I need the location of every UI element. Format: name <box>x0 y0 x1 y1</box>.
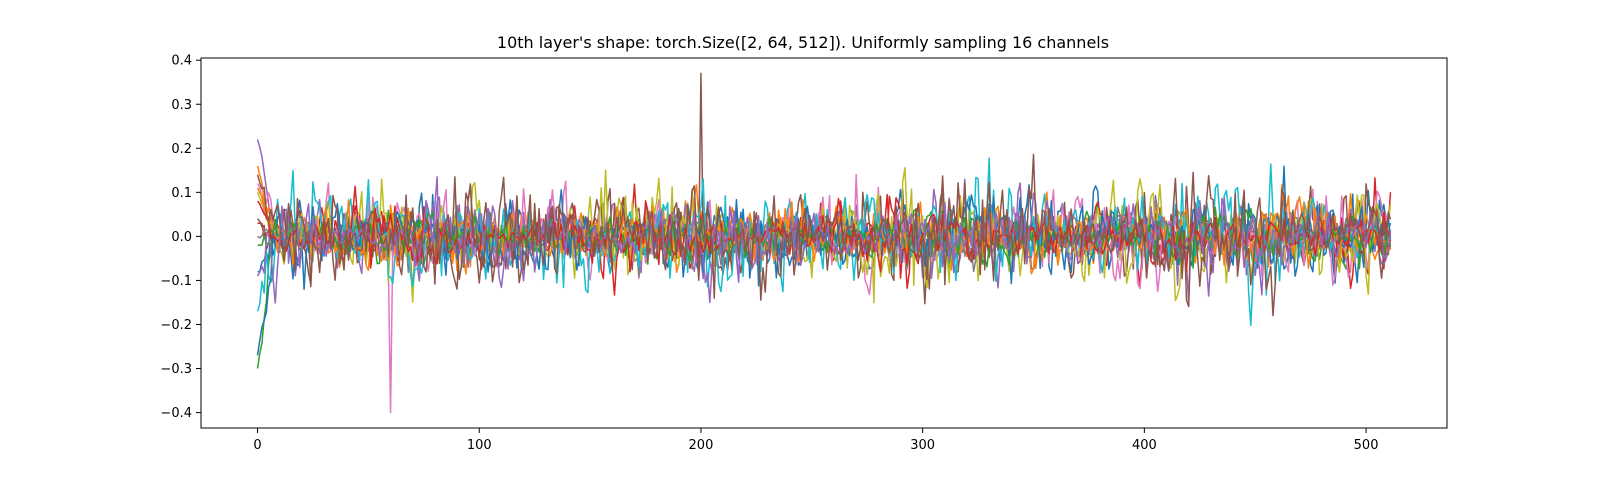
x-axis: 0 100 200 300 400 500 <box>253 428 1378 453</box>
y-tick-label: −0.1 <box>160 274 192 289</box>
y-tick-label: 0.3 <box>171 98 192 113</box>
y-tick-label: −0.4 <box>160 406 192 421</box>
y-tick-label: 0.2 <box>171 142 192 157</box>
axes-frame <box>200 57 1448 429</box>
x-tick-label: 100 <box>467 438 492 453</box>
chart-title: 10th layer's shape: torch.Size([2, 64, 5… <box>497 33 1109 52</box>
y-tick-label: 0.4 <box>171 54 192 69</box>
y-axis: −0.4 −0.3 −0.2 −0.1 0.0 0.1 0.2 0.3 0.4 <box>160 54 201 421</box>
y-tick-label: 0.1 <box>171 186 192 201</box>
y-tick-label: −0.2 <box>160 318 192 333</box>
x-tick-label: 0 <box>253 438 261 453</box>
x-tick-label: 300 <box>910 438 935 453</box>
x-tick-label: 400 <box>1132 438 1157 453</box>
y-tick-label: −0.3 <box>160 362 192 377</box>
x-tick-label: 500 <box>1354 438 1379 453</box>
series-lines <box>256 72 1392 414</box>
x-tick-label: 200 <box>689 438 714 453</box>
y-tick-label: 0.0 <box>171 230 192 245</box>
series-line-13 <box>257 206 1391 269</box>
series-line-16 <box>256 153 1392 317</box>
